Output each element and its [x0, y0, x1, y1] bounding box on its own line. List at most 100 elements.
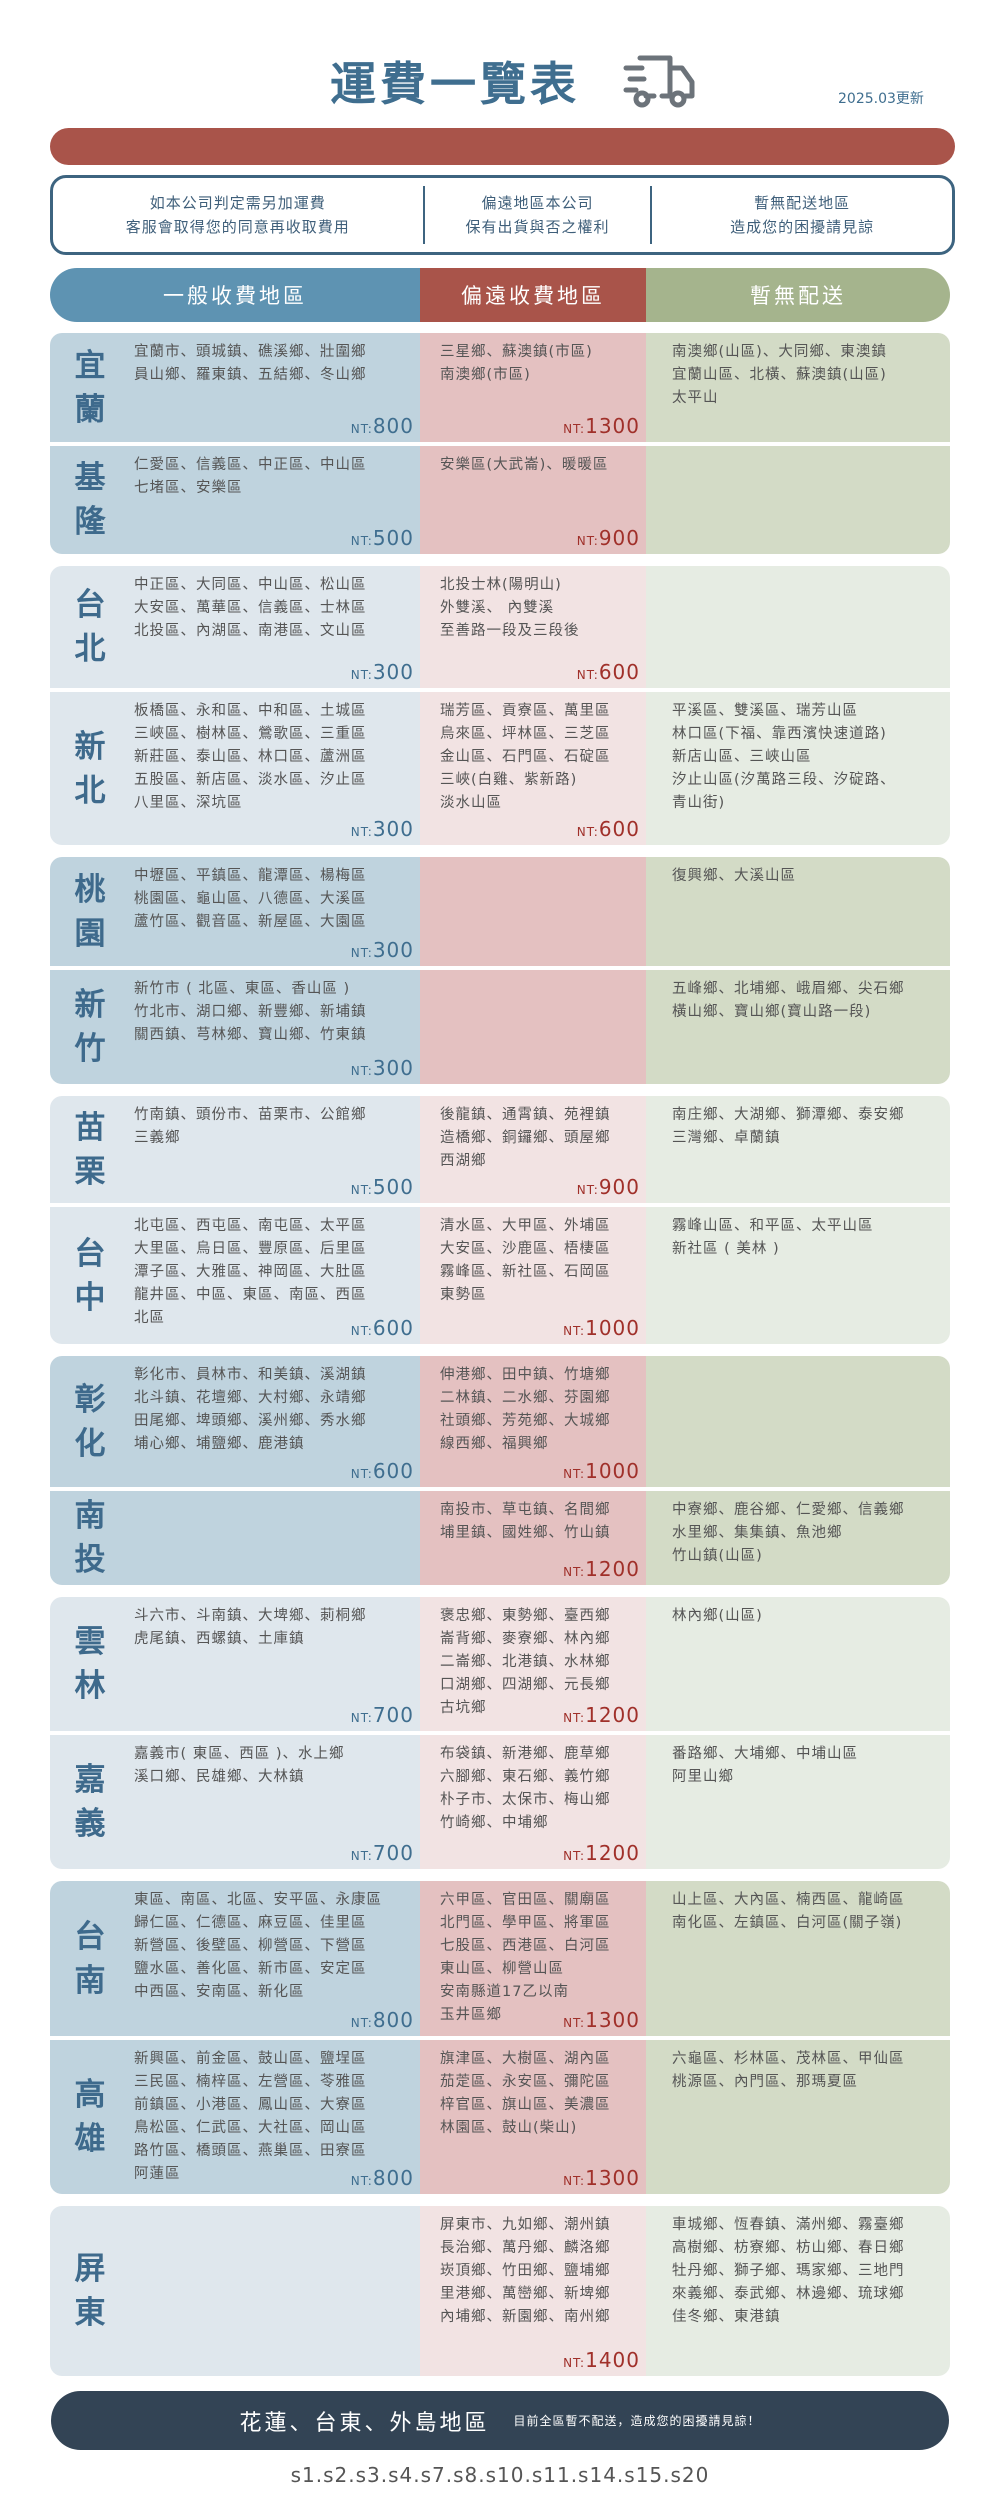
normal-areas: 北屯區、西屯區、南屯區、太平區 大里區、烏日區、豐原區、后里區 潭子區、大雅區、神岡…	[130, 1207, 367, 1344]
region-name-char: 北	[74, 772, 106, 809]
region-name-char: 台	[74, 587, 106, 623]
price-remote: NT:1000	[563, 1459, 640, 1483]
notice-line: 客服會取得您的同意再收取費用	[125, 218, 350, 236]
area-line: 高樹鄉、枋寮鄉、枋山鄉、春日鄉	[672, 2240, 905, 2256]
divider	[422, 186, 425, 244]
area-line: 宜蘭市、頭城鎮、礁溪鄉、壯圍鄉	[134, 344, 367, 360]
price-value: 600	[598, 660, 640, 684]
region-name: 新竹	[50, 970, 130, 1084]
region-name: 彰化	[50, 1356, 130, 1487]
region-name: 苗栗	[50, 1096, 130, 1203]
remote-cell: 褒忠鄉、東勢鄉、臺西鄉 崙背鄉、麥寮鄉、林內鄉 二崙鄉、北港鎮、水林鄉 口湖鄉、四湖鄉…	[420, 1597, 646, 1731]
region-name-char: 隆	[74, 504, 106, 540]
price-value: 1300	[585, 414, 640, 438]
notice-no-delivery: 暫無配送地區 造成您的困擾請見諒	[652, 191, 952, 239]
no-delivery-cell: 南澳鄉(山區)、大同鄉、東澳鎮 宜蘭山區、北橫、蘇澳鎮(山區) 太平山	[646, 333, 950, 442]
area-line: 中壢區、平鎮區、龍潭區、楊梅區	[134, 868, 367, 884]
store-codes: s1.s2.s3.s4.s7.s8.s10.s11.s14.s15.s20	[290, 2463, 710, 2487]
price-value: 1300	[585, 2166, 640, 2190]
price-value: 300	[372, 1056, 414, 1080]
normal-cell: 新北板橋區、永和區、中和區、土城區 三峽區、樹林區、鶯歌區、三重區 新莊區、泰山區、…	[50, 692, 420, 845]
area-line: 三峽區、樹林區、鶯歌區、三重區	[134, 726, 367, 742]
region-row: 新竹新竹市 ( 北區、東區、香山區 ) 竹北市、湖口鄉、新豐鄉、新埔鎮 關西鎮、芎林…	[50, 970, 950, 1084]
area-line: 北屯區、西屯區、南屯區、太平區	[134, 1218, 367, 1234]
remote-cell	[420, 970, 646, 1084]
normal-cell: 屏東	[50, 2206, 420, 2376]
normal-areas: 中壢區、平鎮區、龍潭區、楊梅區 桃園區、龜山區、八德區、大溪區 蘆竹區、觀音區、新屋…	[130, 857, 367, 966]
area-line: 大安區、萬華區、信義區、士林區	[134, 600, 367, 616]
area-line: 七股區、西港區、白河區	[440, 1938, 611, 1954]
region-row: 雲林斗六市、斗南鎮、大埤鄉、莿桐鄉 虎尾鎮、西螺鎮、土庫鎮 NT:700 褒忠鄉、東勢…	[50, 1597, 950, 1731]
normal-areas: 仁愛區、信義區、中正區、中山區 七堵區、安樂區	[130, 446, 367, 554]
price-normal: NT:800	[351, 2008, 414, 2032]
area-line: 東區、南區、北區、安平區、永康區	[134, 1892, 382, 1908]
area-line: 北門區、學甲區、將軍區	[440, 1915, 611, 1931]
area-line: 汐止山區(汐萬路三段、汐碇路、	[672, 772, 896, 788]
area-line: 新社區 ( 美林 )	[672, 1241, 780, 1257]
area-line: 新營區、後壁區、柳營區、下營區	[134, 1938, 367, 1954]
area-line: 中西區、安南區、新化區	[134, 1984, 305, 2000]
price-normal: NT:800	[351, 2166, 414, 2190]
no-delivery-cell: 平溪區、雙溪區、瑞芳山區 林口區(下福、靠西濱快速道路) 新店山區、三峽山區 汐止山區…	[646, 692, 950, 845]
area-line: 竹北市、湖口鄉、新豐鄉、新埔鎮	[134, 1004, 367, 1020]
price-prefix: NT:	[576, 825, 599, 839]
area-line: 彰化市、員林市、和美鎮、溪湖鎮	[134, 1367, 367, 1383]
remote-cell: 後龍鎮、通霄鎮、苑裡鎮 造橋鄉、銅鑼鄉、頭屋鄉 西湖鄉 NT:900	[420, 1096, 646, 1203]
area-line: 板橋區、永和區、中和區、土城區	[134, 703, 367, 719]
area-line: 大安區、沙鹿區、梧棲區	[440, 1241, 611, 1257]
region-name-char: 栗	[74, 1153, 106, 1190]
footer-note: 目前全區暫不配送，造成您的困擾請見諒！	[513, 2414, 761, 2428]
region-name-char: 東	[74, 2295, 106, 2331]
normal-areas: 中正區、大同區、中山區、松山區 大安區、萬華區、信義區、士林區 北投區、內湖區、南港…	[130, 566, 367, 688]
area-line: 竹南鎮、頭份市、苗栗市、公館鄉	[134, 1107, 367, 1123]
region-name-char: 彰	[74, 1381, 106, 1418]
normal-areas	[130, 1491, 134, 1585]
price-prefix: NT:	[576, 668, 599, 682]
region-group: 苗栗竹南鎮、頭份市、苗栗市、公館鄉 三義鄉 NT:500 後龍鎮、通霄鎮、苑裡鎮 造橋鄉…	[50, 1096, 950, 1344]
area-line: 口湖鄉、四湖鄉、元長鄉	[440, 1677, 611, 1693]
region-row: 台北中正區、大同區、中山區、松山區 大安區、萬華區、信義區、士林區 北投區、內湖區、…	[50, 566, 950, 688]
area-line: 竹崎鄉、中埔鄉	[440, 1815, 549, 1831]
region-table: 宜蘭宜蘭市、頭城鎮、礁溪鄉、壯圍鄉 員山鄉、羅東鎮、五結鄉、冬山鄉 NT:800 三星…	[50, 333, 950, 2388]
area-line: 桃源區、內門區、那瑪夏區	[672, 2074, 858, 2090]
region-name: 雲林	[50, 1597, 130, 1731]
remote-cell: 北投士林(陽明山) 外雙溪、 內雙溪 至善路一段及三段後 NT:600	[420, 566, 646, 688]
region-name: 基隆	[50, 446, 130, 554]
area-line: 線西鄉、福興鄉	[440, 1436, 549, 1452]
price-value: 1000	[585, 1459, 640, 1483]
normal-cell: 基隆仁愛區、信義區、中正區、中山區 七堵區、安樂區 NT:500	[50, 446, 420, 554]
remote-cell: 布袋鎮、新港鄉、鹿草鄉 六腳鄉、東石鄉、義竹鄉 朴子市、太保市、梅山鄉 竹崎鄉、中埔鄉…	[420, 1735, 646, 1869]
area-line: 二林鎮、二水鄉、芬園鄉	[440, 1390, 611, 1406]
price-prefix: NT:	[350, 1711, 373, 1725]
region-group: 桃園中壢區、平鎮區、龍潭區、楊梅區 桃園區、龜山區、八德區、大溪區 蘆竹區、觀音區、…	[50, 857, 950, 1084]
normal-areas: 宜蘭市、頭城鎮、礁溪鄉、壯圍鄉 員山鄉、羅東鎮、五結鄉、冬山鄉	[130, 333, 367, 442]
price-value: 900	[598, 526, 640, 550]
region-name-char: 高	[74, 2077, 106, 2113]
area-line: 員山鄉、羅東鎮、五結鄉、冬山鄉	[134, 367, 367, 383]
area-line: 蘆竹區、觀音區、新屋區、大園區	[134, 914, 367, 930]
region-row: 嘉義嘉義市( 東區、西區 )、水上鄉 溪口鄉、民雄鄉、大林鎮 NT:700 布袋鎮、新…	[50, 1735, 950, 1869]
price-normal: NT:300	[351, 1056, 414, 1080]
remote-cell: 旗津區、大樹區、湖內區 茄萣區、永安區、彌陀區 梓官區、旗山區、美濃區 林園區、鼓山(…	[420, 2040, 646, 2194]
region-row: 彰化彰化市、員林市、和美鎮、溪湖鎮 北斗鎮、花壇鄉、大村鄉、永靖鄉 田尾鄉、埤頭鄉、…	[50, 1356, 950, 1487]
area-line: 中正區、大同區、中山區、松山區	[134, 577, 367, 593]
region-name-char: 台	[74, 1918, 106, 1955]
price-value: 600	[598, 817, 640, 841]
header-no-delivery: 暫無配送	[646, 268, 950, 322]
area-line: 前鎮區、小港區、鳳山區、大寮區	[134, 2097, 367, 2113]
region-group: 屏東 屏東市、九如鄉、潮州鎮 長治鄉、萬丹鄉、麟洛鄉 崁頂鄉、竹田鄉、鹽埔鄉 里港鄉、萬…	[50, 2206, 950, 2376]
normal-cell: 宜蘭宜蘭市、頭城鎮、礁溪鄉、壯圍鄉 員山鄉、羅東鎮、五結鄉、冬山鄉 NT:800	[50, 333, 420, 442]
area-line: 嘉義市( 東區、西區 )、水上鄉	[134, 1746, 345, 1762]
notice-line: 保有出貨與否之權利	[465, 218, 610, 236]
area-line: 南庄鄉、大湖鄉、獅潭鄉、泰安鄉	[672, 1107, 905, 1123]
area-line: 霧峰山區、和平區、太平山區	[672, 1218, 874, 1234]
area-line: 崙背鄉、麥寮鄉、林內鄉	[440, 1631, 611, 1647]
area-line: 溪口鄉、民雄鄉、大林鎮	[134, 1769, 305, 1785]
price-value: 900	[598, 1175, 640, 1199]
area-line: 水里鄉、集集鎮、魚池鄉	[672, 1525, 843, 1541]
normal-areas: 東區、南區、北區、安平區、永康區 歸仁區、仁德區、麻豆區、佳里區 新營區、後壁區、柳…	[130, 1881, 382, 2036]
area-line: 路竹區、橋頭區、燕巢區、田寮區	[134, 2143, 367, 2159]
header-remote: 偏遠收費地區	[420, 268, 646, 322]
area-line: 北投士林(陽明山)	[440, 577, 562, 593]
price-value: 800	[372, 2008, 414, 2032]
